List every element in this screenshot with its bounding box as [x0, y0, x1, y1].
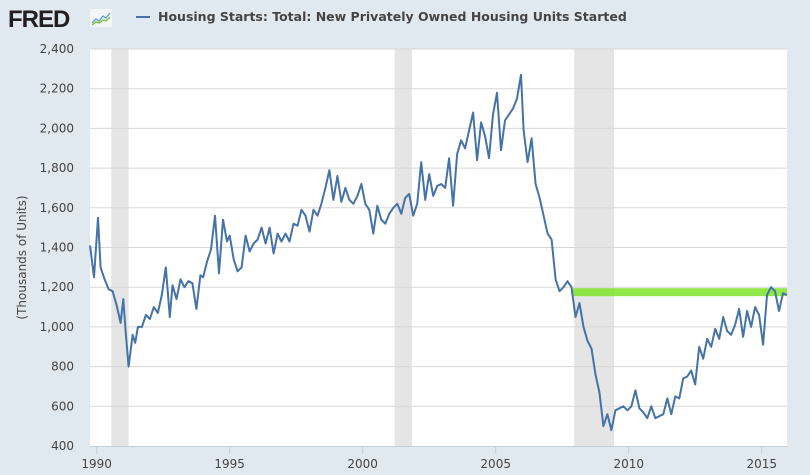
y-tick-label: 1,200 [40, 280, 74, 294]
y-tick-label: 600 [51, 399, 74, 413]
y-tick-label: 400 [51, 439, 74, 453]
y-tick-label: 2,000 [40, 121, 74, 135]
y-tick-label: 800 [51, 360, 74, 374]
x-tick-label: 2015 [746, 457, 777, 471]
y-tick-label: 1,600 [40, 201, 74, 215]
y-tick-label: 1,400 [40, 241, 74, 255]
legend-label: Housing Starts: Total: New Privately Own… [158, 9, 627, 24]
y-tick-label: 1,000 [40, 320, 74, 334]
y-tick-label: 2,200 [40, 82, 74, 96]
y-tick-label: 1,800 [40, 161, 74, 175]
x-tick-label: 2005 [480, 457, 511, 471]
line-chart-icon [90, 9, 112, 27]
series-line-housing-starts [89, 73, 788, 432]
x-axis: 1990 1995 2000 2005 2010 2015 [81, 446, 777, 471]
y-axis-title: (Thousands of Units) [15, 195, 29, 319]
y-axis: 400 600 800 1,000 1,200 1,400 1,600 1,800 2,000 2… [40, 42, 74, 453]
x-tick-label: 1995 [214, 457, 245, 471]
chart-header: FRED Housing Starts: Total: New Privatel… [0, 0, 810, 36]
y-tick-label: 2,400 [40, 42, 74, 56]
fred-logo[interactable]: FRED [8, 6, 70, 33]
x-tick-label: 2010 [613, 457, 644, 471]
gridlines [90, 48, 787, 447]
legend-swatch [136, 15, 150, 18]
x-tick-label: 1990 [81, 457, 112, 471]
x-tick-label: 2000 [347, 457, 378, 471]
highlight-line [572, 288, 787, 297]
legend: Housing Starts: Total: New Privately Own… [136, 9, 627, 24]
